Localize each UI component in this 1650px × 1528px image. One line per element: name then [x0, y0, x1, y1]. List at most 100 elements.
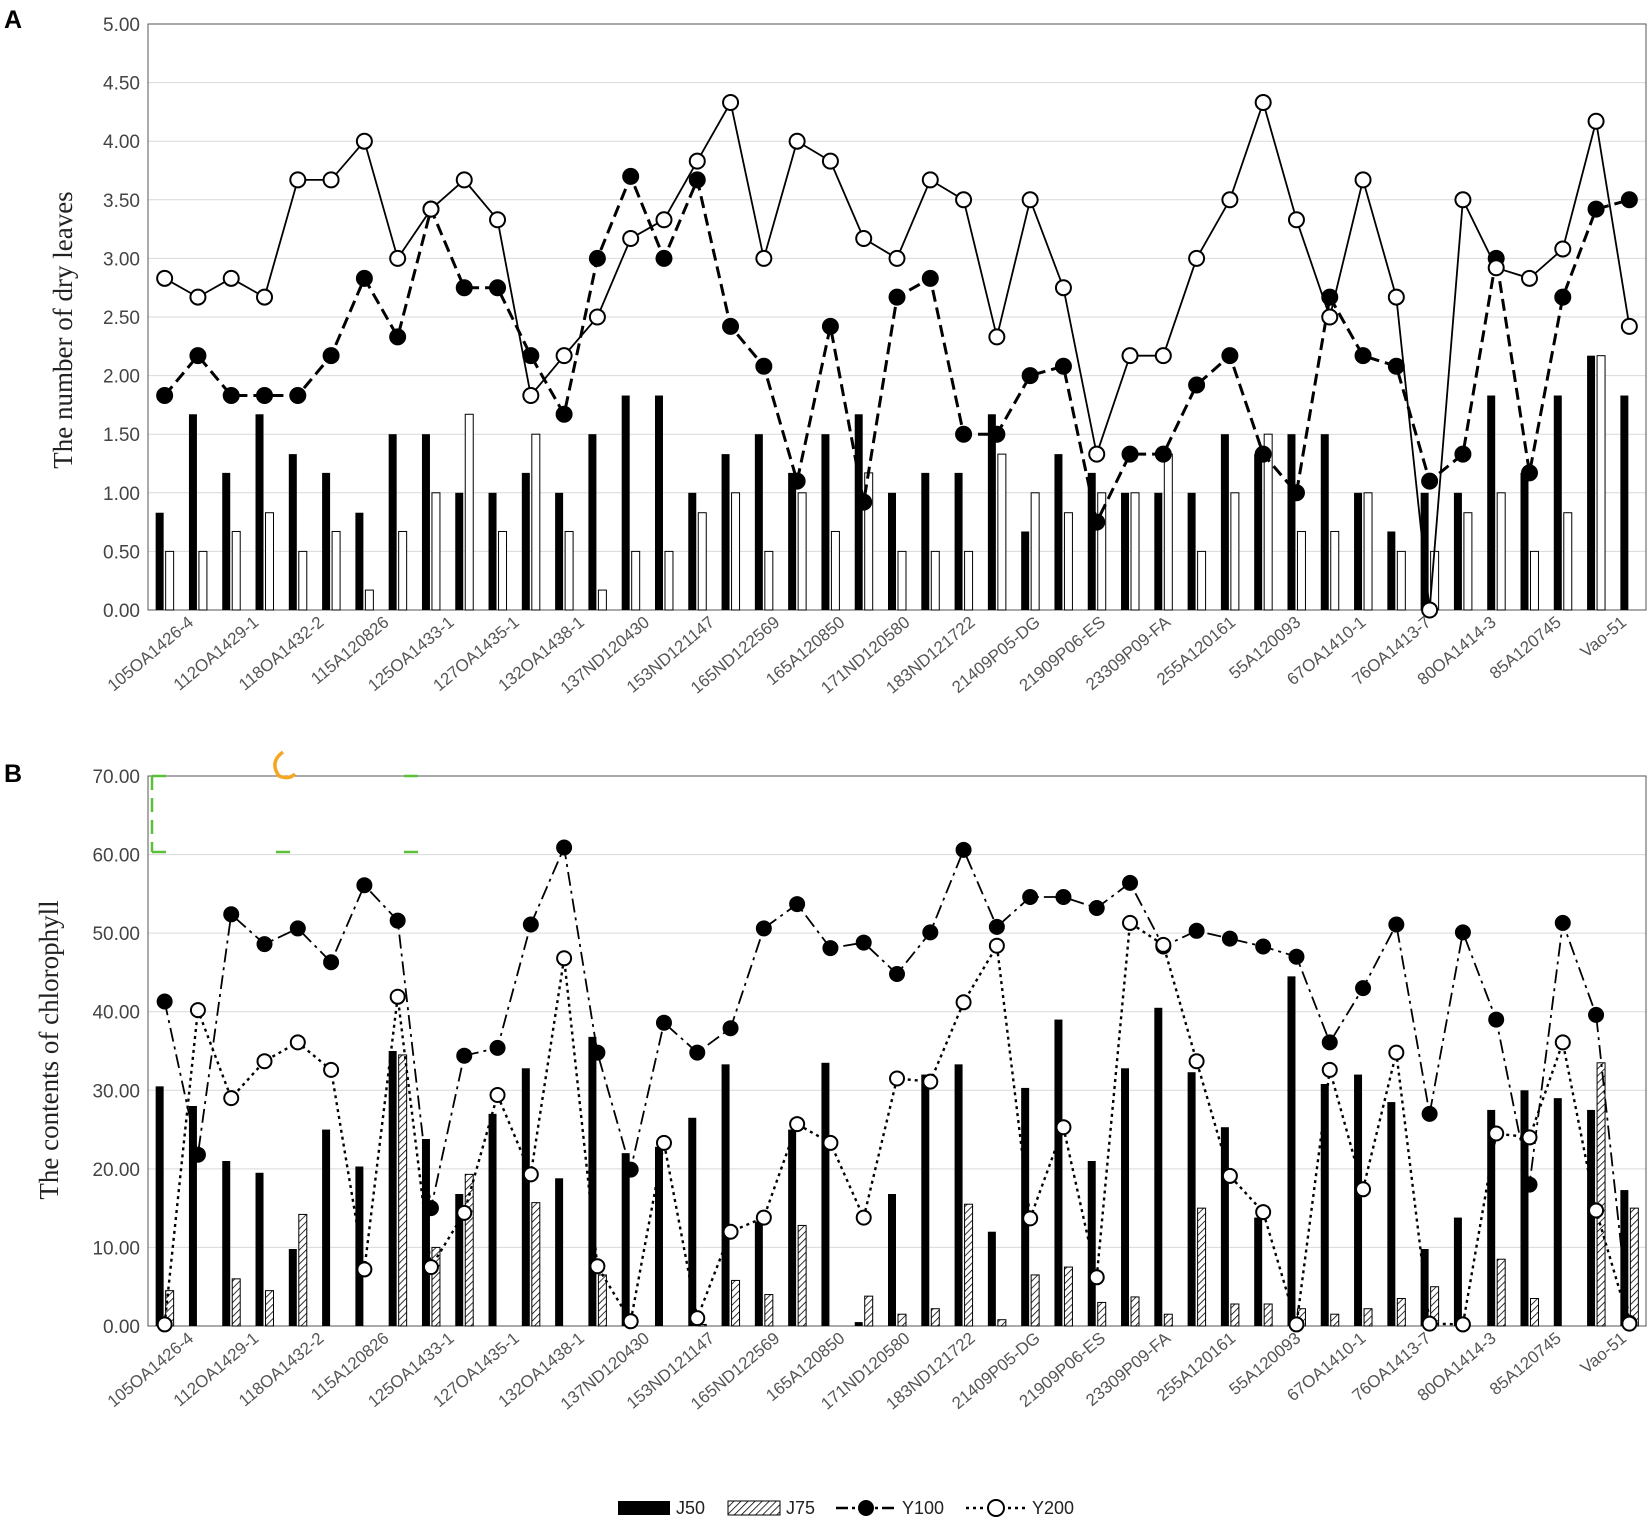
point-y200 [456, 1204, 473, 1221]
point-y200 [722, 94, 740, 112]
point-y100 [1088, 513, 1106, 531]
y-tick-label: 1.00 [103, 484, 140, 505]
bar-j50 [1487, 1109, 1496, 1326]
point-y200 [921, 171, 939, 189]
bar-j50 [188, 1106, 197, 1326]
bar-j50 [1553, 395, 1562, 610]
bar-j75 [597, 1274, 607, 1327]
point-y200 [256, 1053, 273, 1070]
y-axis-title-b: The contents of chlorophyll [34, 900, 64, 1199]
point-y200 [789, 1116, 806, 1133]
bar-j50 [1187, 492, 1196, 610]
bar-j75 [1363, 492, 1373, 611]
bar-j50 [1387, 1102, 1396, 1326]
orange-hook-mark [273, 750, 297, 780]
bar-j50 [921, 1074, 930, 1326]
bar-j50 [1354, 1074, 1363, 1326]
point-y200 [855, 229, 873, 247]
point-y100 [289, 920, 306, 937]
point-y200 [189, 1002, 206, 1019]
point-y200 [1388, 1044, 1405, 1061]
bar-j50 [288, 454, 297, 610]
point-y200 [1321, 308, 1339, 326]
point-y100 [522, 347, 540, 365]
point-y100 [389, 912, 406, 929]
point-y100 [821, 317, 839, 335]
bar-j75 [1097, 492, 1107, 611]
x-category-label: Vao-51 [1577, 1329, 1630, 1378]
bar-j50 [322, 472, 331, 610]
bar-j75 [731, 492, 741, 611]
bar-j50 [1553, 1098, 1562, 1326]
point-y100 [1454, 445, 1472, 463]
bar-j50 [754, 434, 763, 610]
bar-j75 [797, 1224, 807, 1327]
bars-a [155, 355, 1629, 611]
point-y100 [1354, 347, 1372, 365]
bar-j50 [555, 492, 564, 610]
x-ticks-a: 105OA1426-4112OA1429-1118OA1432-2115A120… [104, 612, 1630, 697]
bar-j50 [488, 492, 497, 610]
y-tick-label: 4.00 [103, 132, 140, 153]
point-y200 [788, 132, 806, 150]
bar-j75 [165, 550, 175, 611]
point-y200 [1487, 259, 1505, 277]
y-ticks-b: 0.00 10.00 20.00 30.00 40.00 50.00 60.00 70.00 [92, 767, 140, 1338]
point-y200 [955, 994, 972, 1011]
bar-j75 [1363, 1308, 1373, 1327]
point-y200 [1188, 249, 1206, 267]
bar-j50 [1087, 1161, 1096, 1326]
legend-swatch-j50 [618, 1501, 670, 1515]
bar-j50 [1587, 1109, 1596, 1326]
point-y100 [223, 906, 240, 923]
bars-b [155, 976, 1639, 1327]
point-y100 [489, 279, 507, 297]
bar-j50 [1453, 492, 1462, 610]
bar-j75 [1596, 355, 1606, 611]
bar-j50 [222, 472, 231, 610]
point-y200 [356, 1261, 373, 1278]
point-y200 [688, 152, 706, 170]
bar-j75 [631, 550, 641, 611]
point-y200 [422, 1259, 439, 1276]
bar-j75 [597, 589, 607, 611]
point-y100 [222, 387, 240, 405]
point-y100 [289, 387, 307, 405]
point-y100 [988, 918, 1005, 935]
point-y100 [455, 279, 473, 297]
bar-j50 [1021, 1087, 1030, 1326]
point-y200 [1354, 171, 1372, 189]
bar-j75 [1063, 512, 1073, 611]
panel-a: A 0.00 0.50 1.00 1.50 2.00 2.50 3.00 3.50 4.00 4.… [4, 6, 1647, 698]
point-y200 [455, 171, 473, 189]
bar-j75 [198, 550, 208, 611]
y-tick-label: 30.00 [92, 1081, 140, 1102]
bar-j75 [1130, 492, 1140, 611]
bar-j50 [788, 1129, 797, 1326]
point-y100 [322, 347, 340, 365]
bar-j75 [1596, 1062, 1606, 1327]
point-y200 [1587, 112, 1605, 130]
bar-j75 [764, 1294, 774, 1327]
bar-j75 [1529, 550, 1539, 611]
point-y100 [1454, 924, 1471, 941]
bar-j75 [298, 1213, 308, 1327]
point-y200 [1254, 94, 1272, 112]
point-y100 [588, 249, 606, 267]
x-category-label: 85A120745 [1486, 613, 1565, 683]
bar-j50 [388, 1051, 397, 1326]
legend-swatch-j75 [727, 1500, 781, 1516]
bar-j50 [1054, 1019, 1063, 1326]
bar-j50 [355, 1166, 364, 1326]
point-y200 [1288, 1316, 1305, 1333]
bar-j50 [1154, 1007, 1163, 1326]
bar-j50 [688, 1117, 697, 1326]
bar-j50 [1487, 395, 1496, 610]
point-y100 [389, 328, 407, 346]
legend-label-j75: J75 [786, 1498, 815, 1518]
point-y200 [289, 171, 307, 189]
bar-j75 [1030, 492, 1040, 611]
point-y200 [1554, 1034, 1571, 1051]
point-y200 [522, 1166, 539, 1183]
bar-j75 [997, 453, 1007, 611]
